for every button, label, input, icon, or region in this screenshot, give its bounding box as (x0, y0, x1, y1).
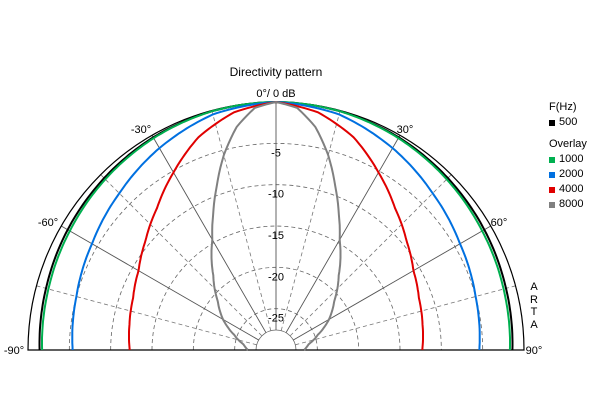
angle-tick-label: 90° (526, 345, 543, 357)
legend: F(Hz) 500 Overlay 1000 2000 4000 8000 (549, 100, 587, 212)
angle-tick-label: -30° (131, 124, 151, 136)
chart-title: Directivity pattern (230, 65, 323, 79)
grid-spoke (289, 174, 452, 337)
legend-item-1000: 1000 (549, 152, 587, 167)
grid-spoke (61, 225, 259, 341)
legend-label-500: 500 (559, 116, 578, 128)
legend-swatch-4000 (549, 186, 555, 193)
legend-item-8000: 8000 (549, 197, 587, 212)
legend-label-8000: 8000 (559, 198, 584, 210)
legend-label-1000: 1000 (559, 153, 584, 165)
angle-tick-label: -60° (38, 217, 58, 229)
grid-spoke (293, 225, 491, 341)
legend-swatch-2000 (549, 171, 555, 178)
legend-overlay-header: Overlay (549, 138, 587, 150)
arta-watermark: A R T A (530, 281, 538, 331)
legend-label-2000: 2000 (559, 168, 584, 180)
angle-tick-label: 0°/ 0 dB (256, 88, 295, 100)
grid-circle (151, 225, 401, 351)
radial-tick-label: -20 (268, 271, 284, 283)
grid-spoke (285, 135, 401, 333)
grid-spoke (36, 285, 257, 346)
radial-tick-label: -5 (271, 147, 281, 159)
legend-frequency-header: F(Hz) (549, 101, 577, 113)
radial-tick-label: -10 (268, 189, 284, 201)
legend-swatch-500 (549, 119, 555, 126)
grid-spoke (295, 285, 516, 346)
legend-label-4000: 4000 (559, 183, 584, 195)
grid-hub (255, 329, 297, 351)
angle-tick-label: 30° (397, 124, 414, 136)
grid-spoke (211, 110, 272, 331)
grid-spoke (100, 174, 263, 337)
legend-item-2000: 2000 (549, 167, 587, 182)
legend-item-4000: 4000 (549, 182, 587, 197)
angle-tick-label: -90° (4, 345, 24, 357)
radial-tick-label: -25 (268, 313, 284, 325)
angle-tick-label: 60° (491, 217, 508, 229)
series-line-8000 (210, 100, 342, 351)
legend-item-500: 500 (549, 115, 587, 130)
grid-spoke (151, 135, 267, 333)
radial-tick-label: -15 (268, 230, 284, 242)
legend-swatch-8000 (549, 201, 555, 208)
grid-spoke (280, 110, 341, 331)
legend-swatch-1000 (549, 156, 555, 163)
